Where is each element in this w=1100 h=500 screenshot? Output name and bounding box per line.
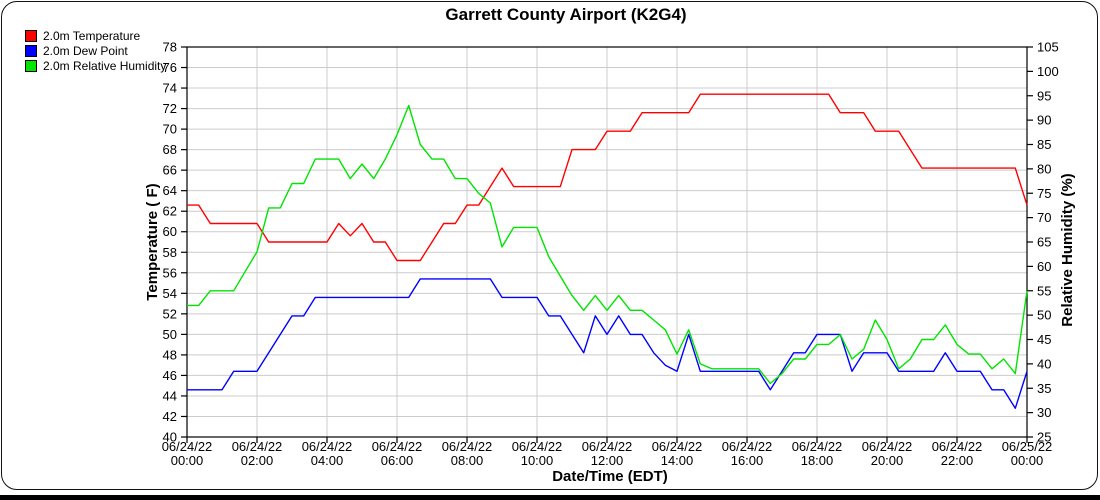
- axis-text: 85: [1037, 137, 1051, 152]
- axis-text: 68: [163, 142, 177, 157]
- axis-text: 00:00: [171, 453, 204, 468]
- window-bottom-edge: [0, 495, 1100, 500]
- axis-text: 95: [1037, 88, 1051, 103]
- axis-text: 30: [1037, 405, 1051, 420]
- axis-text: 22:00: [941, 453, 974, 468]
- axis-text: 06:00: [381, 453, 414, 468]
- axis-text: 80: [1037, 161, 1051, 176]
- axis-text: 65: [1037, 235, 1051, 250]
- axis-text: 06/24/22: [372, 439, 423, 454]
- axis-text: 04:00: [311, 453, 344, 468]
- axis-text: 42: [163, 409, 177, 424]
- axis-text: Temperature ( F): [144, 183, 161, 300]
- axis-text: 75: [1037, 186, 1051, 201]
- axis-text: 35: [1037, 381, 1051, 396]
- legend-label: 2.0m Temperature: [43, 28, 141, 43]
- axis-text: 48: [163, 347, 177, 362]
- axis-text: 76: [163, 60, 177, 75]
- axis-text: 06/24/22: [862, 439, 913, 454]
- axis-text: 40: [1037, 356, 1051, 371]
- axis-text: 52: [163, 306, 177, 321]
- page-title: Garrett County Airport (K2G4): [445, 5, 687, 24]
- axis-text: 50: [1037, 308, 1051, 323]
- legend-item: 2.0m Relative Humidity: [25, 58, 166, 73]
- axis-text: 58: [163, 245, 177, 260]
- axis-text: 06/24/22: [302, 439, 353, 454]
- axis-text: 100: [1037, 64, 1059, 79]
- axis-text: 56: [163, 265, 177, 280]
- legend-label: 2.0m Dew Point: [43, 43, 128, 58]
- axis-text: 06/25/22: [1002, 439, 1053, 454]
- axis-text: 70: [1037, 210, 1051, 225]
- axis-text: 12:00: [591, 453, 624, 468]
- axis-text: 06/24/22: [652, 439, 703, 454]
- legend-swatch-icon: [25, 59, 37, 72]
- axis-text: 72: [163, 101, 177, 116]
- axis-text: 08:00: [451, 453, 484, 468]
- axis-text: 06/24/22: [512, 439, 563, 454]
- axis-text: 74: [163, 81, 177, 96]
- axis-text: Date/Time (EDT): [552, 468, 668, 485]
- axis-text: 46: [163, 368, 177, 383]
- axis-text: 50: [163, 327, 177, 342]
- axis-text: 44: [163, 388, 177, 403]
- axis-text: 54: [163, 286, 177, 301]
- legend-swatch-icon: [25, 29, 37, 42]
- series-line: [187, 104, 1028, 385]
- axis-text: 60: [1037, 259, 1051, 274]
- axis-text: 06/24/22: [162, 439, 213, 454]
- axis-text: 70: [163, 122, 177, 137]
- axis-text: 02:00: [241, 453, 274, 468]
- legend-item: 2.0m Dew Point: [25, 43, 166, 58]
- legend-label: 2.0m Relative Humidity: [43, 58, 167, 73]
- axis-text: 00:00: [1011, 453, 1044, 468]
- legend-swatch-icon: [25, 44, 37, 57]
- axis-text: 18:00: [801, 453, 834, 468]
- axis-text: 45: [1037, 332, 1051, 347]
- axis-text: 55: [1037, 283, 1051, 298]
- axis-text: 06/24/22: [932, 439, 983, 454]
- legend: 2.0m Temperature 2.0m Dew Point 2.0m Relat…: [25, 28, 166, 73]
- axis-text: 06/24/22: [232, 439, 283, 454]
- axis-text: 105: [1037, 40, 1059, 55]
- axis-text: 20:00: [871, 453, 904, 468]
- axis-text: Relative Humidity (%): [1059, 173, 1076, 326]
- axis-text: 62: [163, 204, 177, 219]
- axis-text: 06/24/22: [582, 439, 633, 454]
- axis-text: 66: [163, 163, 177, 178]
- axis-text: 14:00: [661, 453, 694, 468]
- axis-text: 60: [163, 224, 177, 239]
- series-line: [187, 93, 1028, 262]
- series-line: [187, 278, 1028, 409]
- legend-item: 2.0m Temperature: [25, 28, 166, 43]
- axis-text: 25: [1037, 430, 1051, 445]
- axis-text: 16:00: [731, 453, 764, 468]
- axis-text: 90: [1037, 113, 1051, 128]
- axis-text: 78: [163, 40, 177, 55]
- axis-text: 64: [163, 183, 177, 198]
- axis-text: 06/24/22: [722, 439, 773, 454]
- axis-text: 06/24/22: [442, 439, 493, 454]
- axis-text: 40: [163, 430, 177, 445]
- axis-text: 10:00: [521, 453, 554, 468]
- axis-text: 06/24/22: [792, 439, 843, 454]
